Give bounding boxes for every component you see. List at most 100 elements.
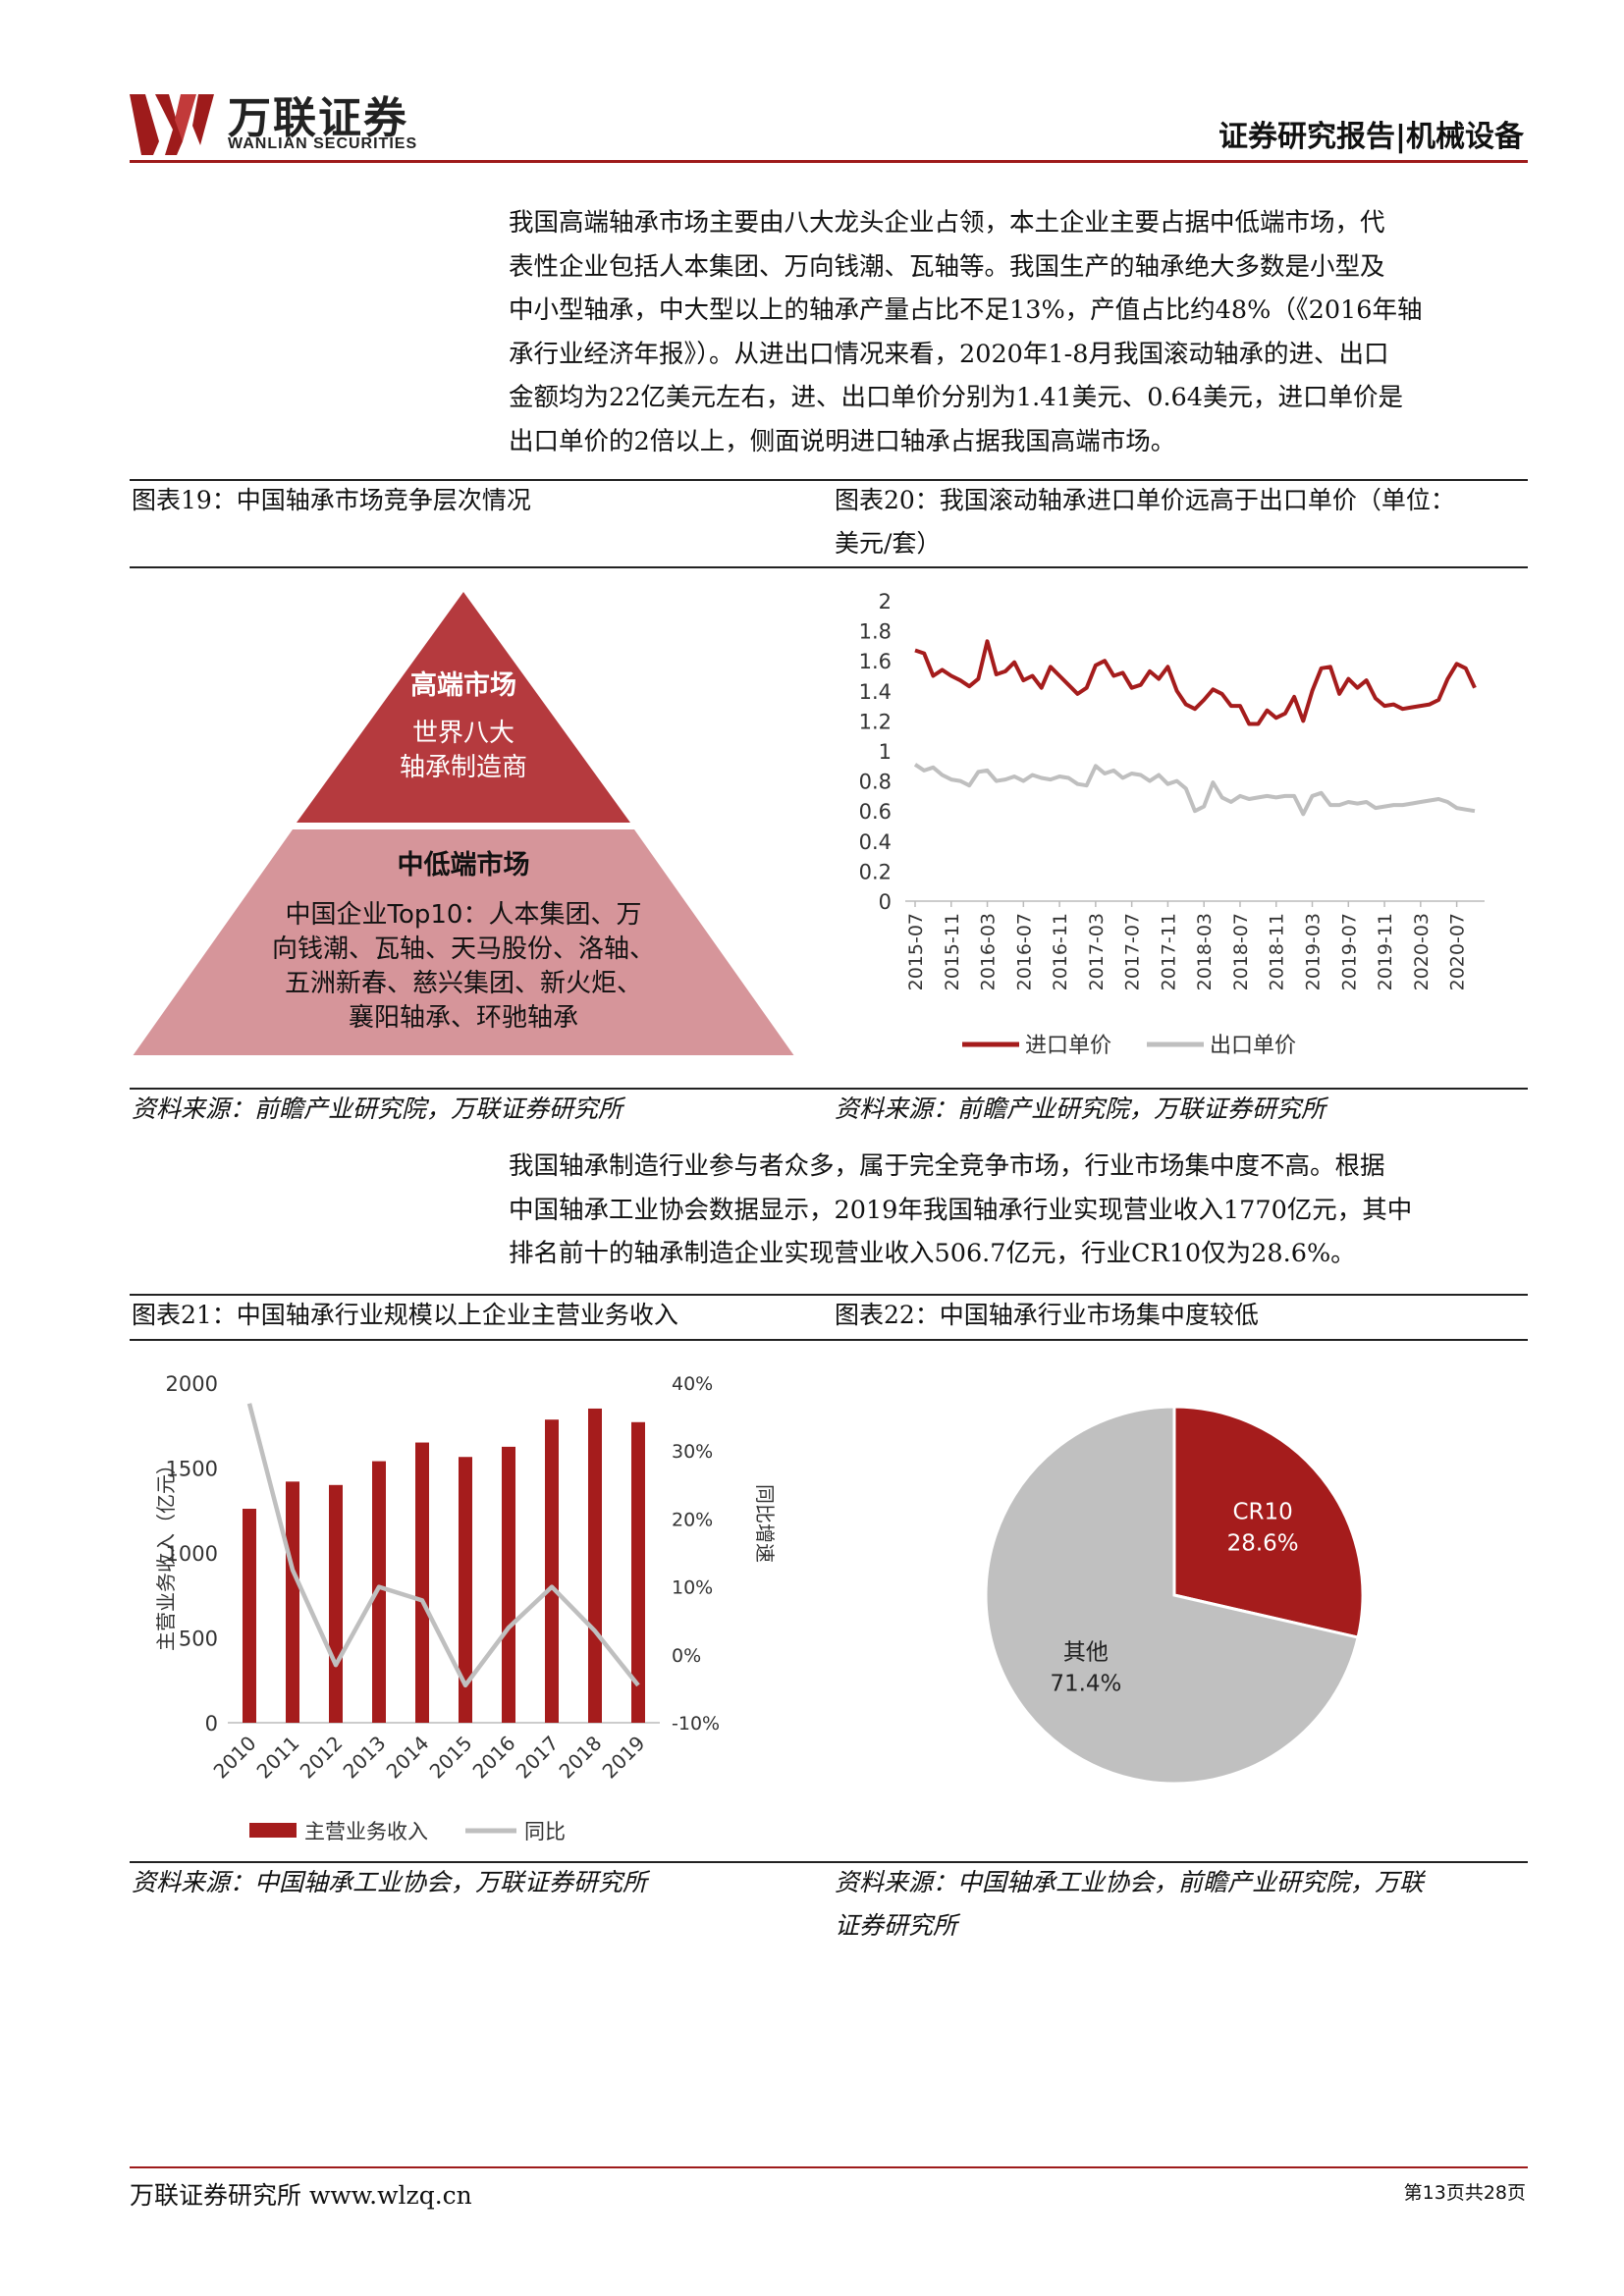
paragraph-line: 出口单价的2倍以上，侧面说明进口轴承占据我国高端市场。: [509, 426, 1176, 456]
y-tick-label: 0.6: [859, 800, 892, 824]
logo-cn-text: 万联证券: [228, 93, 408, 143]
bar-2012: [329, 1484, 343, 1723]
y-tick-label: 1.4: [859, 680, 892, 704]
paragraph-line: 中国轴承工业协会数据显示，2019年我国轴承行业实现营业收入1770亿元，其中: [509, 1195, 1413, 1225]
legend-label-export: 出口单价: [1210, 1034, 1296, 1058]
y-tick-label: 1000: [166, 1542, 218, 1566]
x-tick-label: 2016-07: [1013, 913, 1035, 990]
y2-tick-label: 40%: [672, 1373, 713, 1395]
fig20-line-chart: 0 0.2 0.4 0.6 0.8 1 1.2 1.4 1.6 1.8 2 2015-07 2015-1…: [859, 590, 1485, 1058]
legend-label-growth: 同比: [524, 1820, 566, 1843]
y-tick-label: 2000: [166, 1372, 218, 1396]
y-tick-label: 1500: [166, 1458, 218, 1481]
bar-2016: [502, 1446, 515, 1723]
fig22-caption: 图表22：中国轴承行业市场集中度较低: [835, 1301, 1259, 1329]
x-tick-label: 2013: [339, 1732, 391, 1784]
pie-slice-other: [984, 1405, 1360, 1786]
paragraph-line: 表性企业包括人本集团、万向钱潮、瓦轴等。我国生产的轴承绝大多数是小型及: [509, 251, 1385, 282]
y-tick-label: 1: [879, 740, 892, 764]
pyramid-bottom-tier: [133, 829, 794, 1055]
pyramid-bottom-line: 襄阳轴承、环驰轴承: [349, 1003, 578, 1033]
paragraph-line: 中小型轴承，中大型以上的轴承产量占比不足13%，产值占比约48%（《2016年轴: [509, 295, 1423, 325]
fig21-caption: 图表21：中国轴承行业规模以上企业主营业务收入: [132, 1301, 678, 1329]
report-type: 证券研究报告|机械设备: [1218, 120, 1524, 154]
pie-slice-cr10: [1172, 1405, 1365, 1639]
x-tick-label: 2017-07: [1122, 913, 1144, 990]
y-tick-label: 0.4: [859, 830, 892, 854]
y-tick-label: 0: [879, 890, 892, 914]
fig20-caption-line2: 美元/套）: [835, 529, 942, 558]
y-tick-label: 2: [879, 590, 892, 614]
pie-label: CR10: [1232, 1499, 1292, 1524]
x-tick-label: 2015-07: [905, 913, 927, 990]
bar-2014: [415, 1442, 429, 1723]
x-tick-label: 2015-11: [942, 913, 963, 990]
pyramid-top-title: 高端市场: [410, 669, 516, 701]
fig19-caption: 图表19：中国轴承市场竞争层次情况: [132, 486, 531, 514]
footer-website: 万联证券研究所 www.wlzq.cn: [130, 2181, 472, 2210]
x-tick-label: 2018: [555, 1732, 607, 1784]
pyramid-top-tier: [297, 592, 630, 823]
x-tick-label: 2019-03: [1303, 913, 1325, 990]
pie-value-label: 28.6%: [1227, 1530, 1299, 1556]
bar-2013: [372, 1461, 386, 1723]
x-tick-label: 2018-03: [1194, 913, 1216, 990]
y-tick-label: 1.2: [859, 710, 892, 733]
x-tick-label: 2019-07: [1338, 913, 1360, 990]
y2-tick-label: 10%: [672, 1577, 713, 1599]
y2-tick-label: -10%: [672, 1713, 720, 1735]
y-tick-label: 0.8: [859, 771, 892, 794]
bar-2011: [286, 1481, 299, 1723]
pyramid-bottom-line: 向钱潮、瓦轴、天马股份、洛轴、: [272, 934, 655, 964]
paragraph-line: 金额均为22亿美元左右，进、出口单价分别为1.41美元、0.64美元，进口单价是: [509, 383, 1404, 412]
y-tick-label: 0: [205, 1712, 218, 1735]
bar-2019: [631, 1421, 645, 1723]
fig22-pie-chart: CR10 28.6% 其他 71.4%: [984, 1405, 1365, 1786]
fig19-pyramid: 高端市场 世界八大 轴承制造商 中低端市场 中国企业Top10：人本集团、万 向…: [133, 592, 794, 1055]
bar-2015: [459, 1457, 472, 1723]
pyramid-top-line: 轴承制造商: [400, 753, 527, 782]
legend-label-revenue: 主营业务收入: [304, 1820, 428, 1843]
fig20-source: 资料来源：前瞻产业研究院，万联证券研究所: [835, 1095, 1326, 1123]
figure-top-rule: [130, 1294, 1528, 1296]
series-line-import: [914, 639, 1477, 726]
bar-2017: [545, 1419, 559, 1723]
bar-2010: [243, 1509, 256, 1723]
fig21-source: 资料来源：中国轴承工业协会，万联证券研究所: [132, 1868, 648, 1896]
growth-line: [246, 1403, 640, 1688]
x-tick-label: 2014: [382, 1732, 434, 1784]
figure-caption-rule: [130, 1339, 1528, 1341]
pyramid-bottom-line: 中国企业Top10：人本集团、万: [286, 900, 642, 930]
footer-page-number: 第13页共28页: [1403, 2182, 1526, 2204]
x-tick-label: 2017-11: [1158, 913, 1179, 990]
x-tick-label: 2020-07: [1447, 913, 1469, 990]
x-tick-label: 2015: [425, 1732, 477, 1784]
x-tick-label: 2018-07: [1230, 913, 1252, 990]
figure-top-rule: [130, 479, 1528, 481]
pie-label: 其他: [1063, 1640, 1109, 1666]
paragraph-market: 我国轴承制造行业参与者众多，属于完全竞争市场，行业市场集中度不高。根据 中国轴承…: [509, 1145, 1516, 1276]
x-tick-label: 2019-11: [1375, 913, 1396, 990]
paragraph-line: 我国轴承制造行业参与者众多，属于完全竞争市场，行业市场集中度不高。根据: [509, 1151, 1385, 1181]
pie-value-label: 71.4%: [1050, 1672, 1121, 1697]
figure-bottom-rule: [130, 1861, 1528, 1863]
y-axis-title: 主营业务收入（亿元）: [154, 1455, 178, 1651]
x-tick-label: 2018-11: [1267, 913, 1288, 990]
paragraph-line: 承行业经济年报》）。从进出口情况来看，2020年1-8月我国滚动轴承的进、出口: [509, 339, 1389, 369]
series-line-export: [913, 763, 1476, 817]
x-tick-label: 2010: [209, 1732, 261, 1784]
y2-tick-label: 20%: [672, 1509, 713, 1530]
figure-caption-rule: [130, 566, 1528, 568]
y2-tick-label: 0%: [672, 1645, 701, 1667]
pyramid-bottom-line: 五洲新春、慈兴集团、新火炬、: [285, 969, 642, 998]
pyramid-bottom-title: 中低端市场: [398, 849, 530, 881]
logo-en-text: WANLIAN SECURITIES: [228, 135, 418, 152]
y-tick-label: 0.2: [859, 860, 892, 883]
x-tick-label: 2019: [598, 1732, 650, 1784]
y2-tick-label: 30%: [672, 1441, 713, 1463]
y-tick-label: 1.8: [859, 620, 892, 644]
x-tick-label: 2016: [468, 1732, 520, 1784]
fig20-caption-line1: 图表20：我国滚动轴承进口单价远高于出口单价（单位：: [835, 486, 1455, 514]
fig21-bar-chart: 0500100015002000-10%0%10%20%30%40%201020…: [154, 1372, 777, 1843]
x-tick-label: 2016-11: [1050, 913, 1071, 990]
